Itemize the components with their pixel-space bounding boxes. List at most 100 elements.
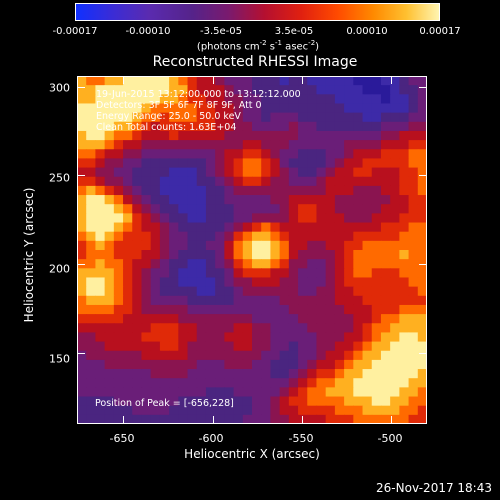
heatmap-cell [196,121,207,132]
heatmap-cell [215,341,225,352]
heatmap-cell [77,350,87,361]
colorbar-tick: 0.00017 [419,26,461,37]
heatmap-cell [261,387,272,398]
heatmap-cell [205,112,216,123]
heatmap-cell [279,369,290,379]
heatmap-cell [95,231,106,242]
heatmap-cell [141,387,152,398]
heatmap-cell [77,387,87,398]
heatmap-cell [77,341,87,352]
time-range-annotation: 19-Jun-2015 13:12:00.000 to 13:12:12.000 [96,89,301,100]
heatmap-cell [77,414,87,424]
heatmap-cell [417,103,427,114]
heatmap-cell [123,140,133,150]
heatmap-cell [279,378,290,388]
heatmap-cell [390,167,400,178]
heatmap-cell [316,176,327,187]
heatmap-cell [233,350,244,361]
heatmap-cell [417,204,427,214]
heatmap-cell [261,140,272,150]
heatmap-cell [334,140,345,150]
heatmap-cell [224,121,235,132]
heatmap-cell [86,103,97,114]
heatmap-cell [325,286,336,297]
heatmap-cell [233,378,244,388]
heatmap-cell [353,350,364,361]
heatmap-cell [215,158,225,169]
heatmap-cell [95,250,106,260]
heatmap-cell [187,204,198,214]
heatmap-cell [353,94,364,105]
heatmap-cell [270,176,281,187]
heatmap-cell [224,295,235,306]
heatmap-cell [390,85,400,95]
heatmap-cell [141,350,152,361]
heatmap-cell [380,359,391,370]
heatmap-cell [150,369,161,379]
heatmap-cell [261,369,272,379]
heatmap-cell [344,295,354,306]
heatmap-cell [141,405,152,416]
heatmap-cell [123,167,133,178]
heatmap-cell [141,231,152,242]
heatmap-cell [353,240,364,251]
heatmap-cell [353,195,364,205]
heatmap-cell [344,359,354,370]
heatmap-cell [104,268,115,279]
heatmap-cell [132,304,143,315]
heatmap-cell [261,240,272,251]
heatmap-cell [187,304,198,315]
heatmap-cell [380,185,391,196]
heatmap-cell [233,130,244,141]
heatmap-cell [362,204,373,214]
heatmap-cell [196,231,207,242]
heatmap-cell [95,240,106,251]
heatmap-cell [316,94,327,105]
heatmap-cell [362,103,373,114]
heatmap-cell [270,204,281,214]
heatmap-cell [371,149,382,160]
heatmap-cell [270,112,281,123]
heatmap-cell [113,195,124,205]
heatmap-cell [187,286,198,297]
heatmap-cell [316,304,327,315]
heatmap-cell [353,85,364,95]
heatmap-cell [334,195,345,205]
heatmap-cell [95,387,106,398]
heatmap-cell [316,167,327,178]
heatmap-cell [233,405,244,416]
heatmap-cell [279,341,290,352]
heatmap-cell [205,222,216,233]
heatmap-cell [279,304,290,315]
heatmap-cell [371,250,382,260]
heatmap-cell [104,286,115,297]
heatmap-cell [113,167,124,178]
heatmap-cell [371,268,382,279]
heatmap-cell [390,387,400,398]
heatmap-cell [104,314,115,324]
heatmap-cell [279,295,290,306]
heatmap-cell [95,76,106,86]
heatmap-cell [242,213,253,224]
heatmap-cell [86,240,97,251]
heatmap-cell [169,369,179,379]
heatmap-cell [261,204,272,214]
heatmap-cell [242,140,253,150]
heatmap-cell [390,121,400,132]
heatmap-cell [113,231,124,242]
heatmap-cell [123,158,133,169]
heatmap-cell [242,295,253,306]
heatmap-cell [77,369,87,379]
heatmap-cell [132,359,143,370]
heatmap-cell [325,250,336,260]
heatmap-cell [288,240,299,251]
heatmap-cell [123,332,133,343]
heatmap-cell [242,277,253,288]
heatmap-cell [371,304,382,315]
heatmap-cell [123,277,133,288]
heatmap-cell [353,130,364,141]
heatmap-cell [242,158,253,169]
heatmap-cell [233,259,244,269]
heatmap-cell [390,369,400,379]
heatmap-cell [233,359,244,370]
